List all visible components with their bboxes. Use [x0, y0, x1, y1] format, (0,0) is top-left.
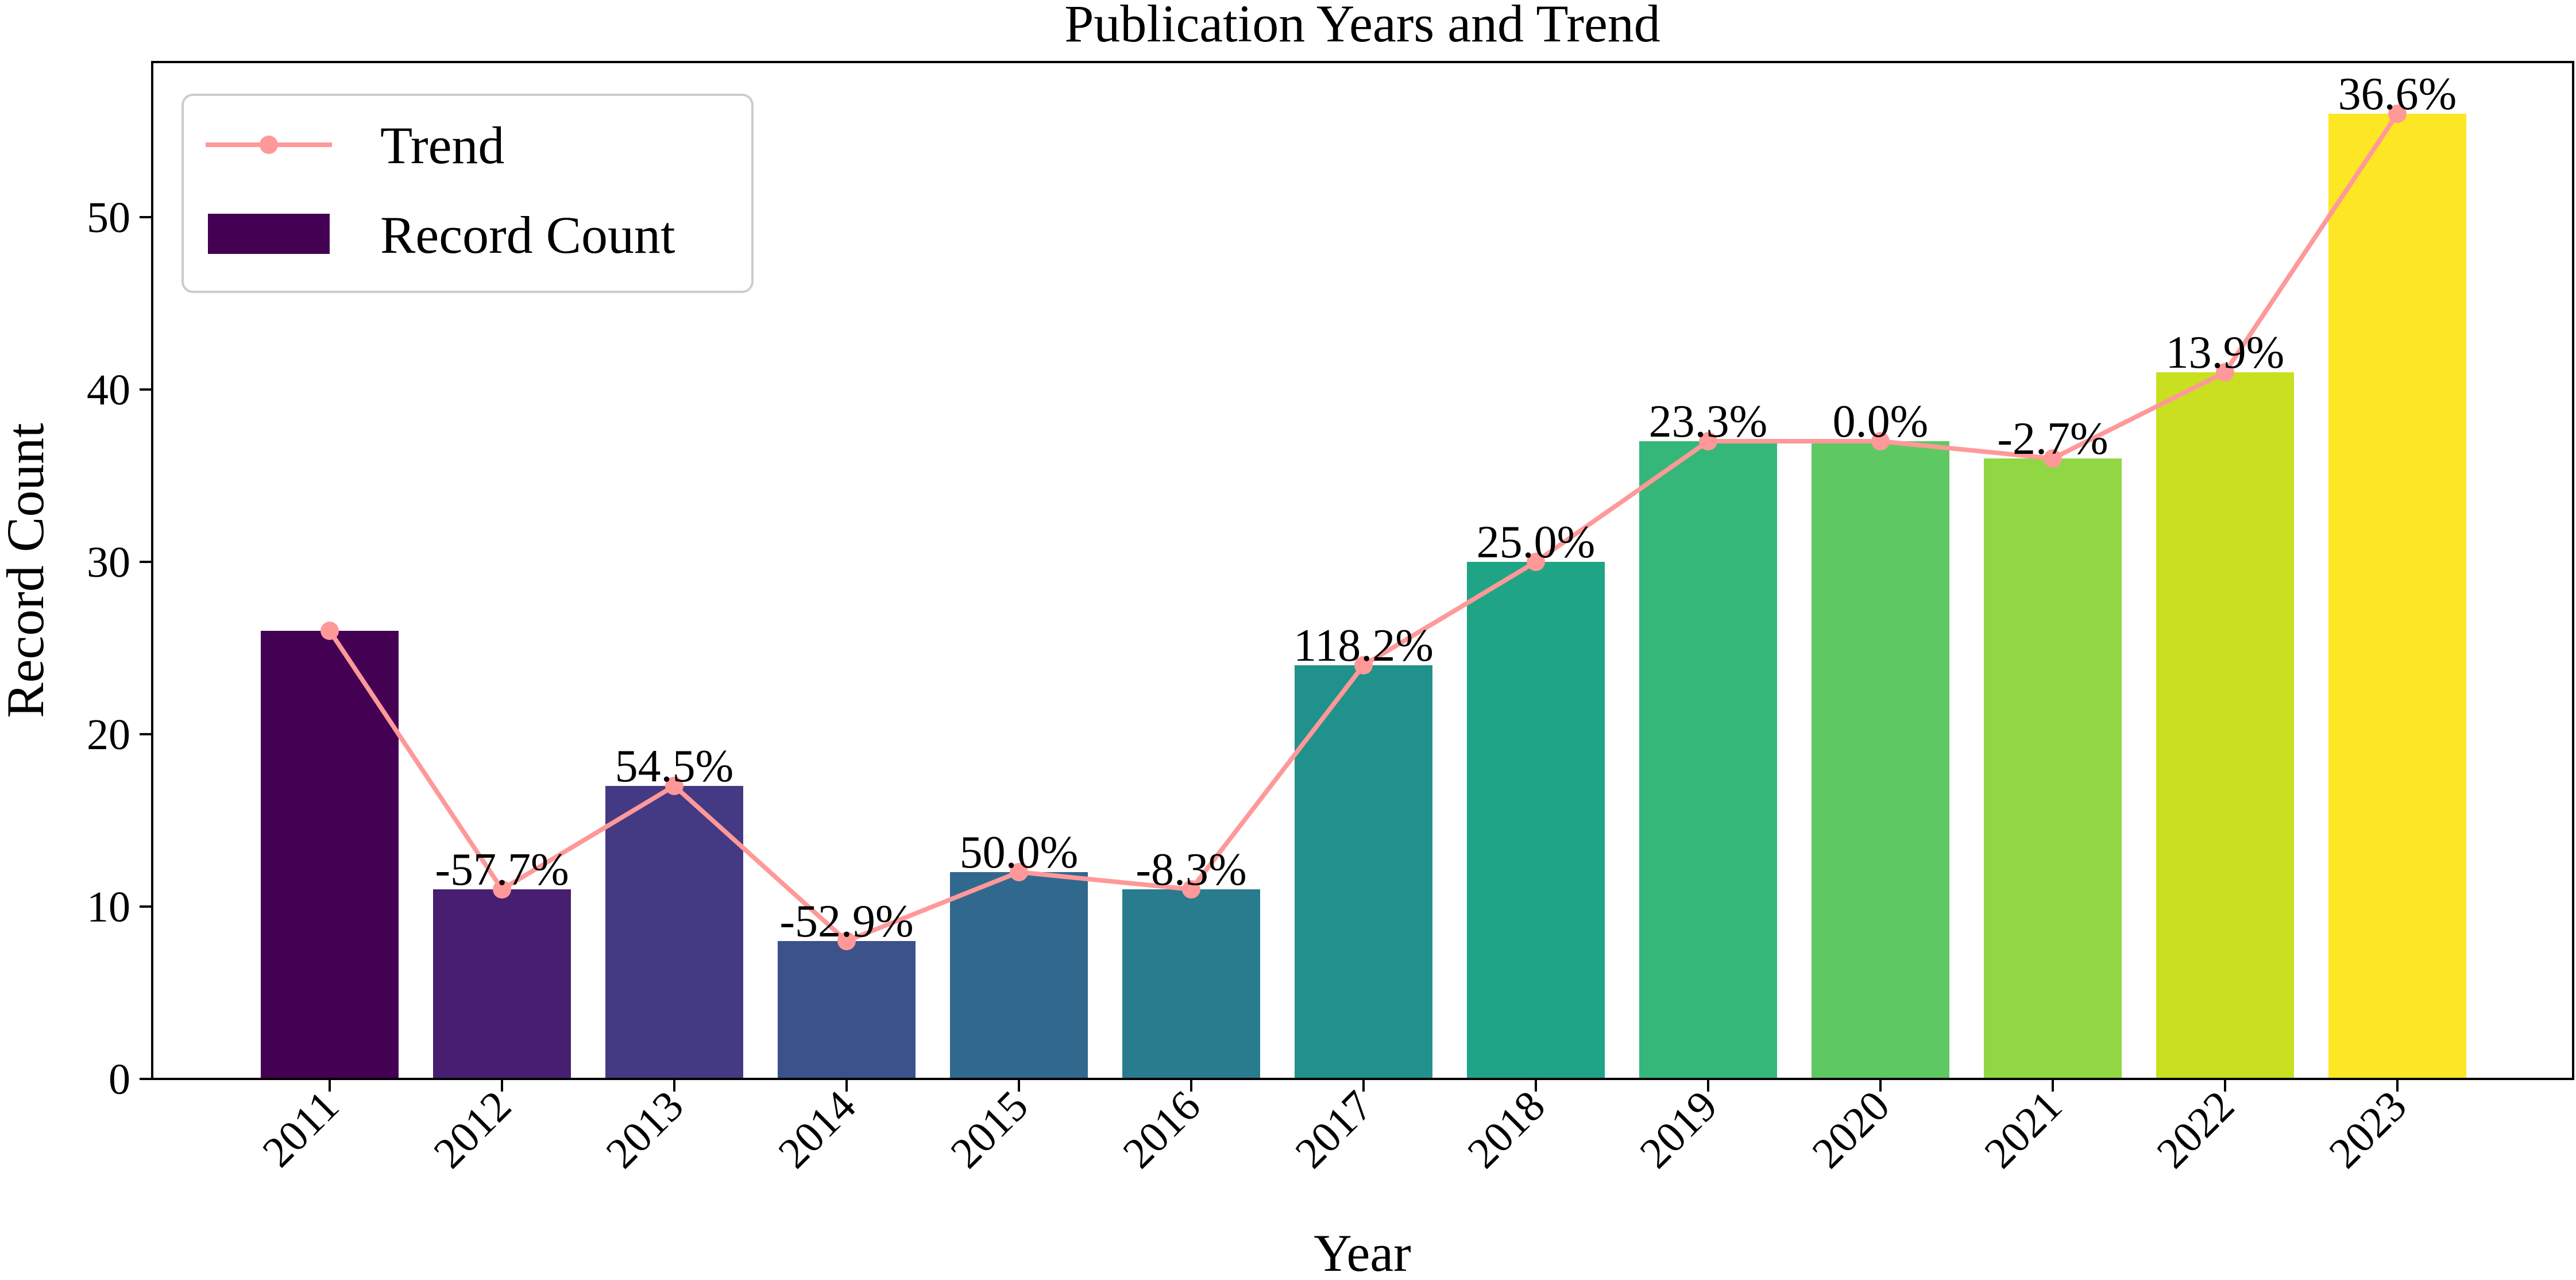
trend-line-layer: [320, 105, 2407, 950]
y-axis: 0 10 20 30 40 50: [87, 194, 152, 1104]
data-label-2014: -52.9%: [779, 896, 913, 947]
x-tick-label-2021: 2021: [1975, 1082, 2071, 1178]
legend-record-count-label: Record Count: [380, 206, 675, 264]
trend-point-2011: [320, 622, 339, 640]
trend-point-2013: [665, 777, 683, 795]
legend-trend-label: Trend: [380, 116, 504, 175]
legend-trend-marker: [260, 136, 278, 154]
legend-record-count-swatch: [208, 214, 330, 254]
bar-2013: [605, 786, 743, 1079]
y-tick-label-0: 0: [109, 1055, 130, 1104]
chart-title: Publication Years and Trend: [1064, 0, 1660, 53]
bar-2020: [1812, 441, 1949, 1079]
data-label-2021: -2.7%: [1997, 414, 2108, 464]
x-axis-label: Year: [1314, 1224, 1411, 1280]
bar-2014: [778, 941, 916, 1079]
bar-2016: [1122, 889, 1260, 1079]
bar-2018: [1467, 562, 1605, 1079]
data-label-2013: 54.5%: [615, 741, 734, 792]
x-tick-label-2015: 2015: [941, 1082, 1037, 1178]
bar-2022: [2156, 372, 2294, 1079]
trend-point-2015: [1010, 863, 1028, 881]
data-label-2016: -8.3%: [1136, 845, 1246, 895]
legend: Trend Record Count: [181, 94, 754, 293]
bar-2012: [433, 889, 571, 1079]
x-tick-label-2019: 2019: [1631, 1082, 1727, 1178]
trend-point-2021: [2044, 449, 2062, 468]
trend-point-2016: [1182, 880, 1200, 899]
trend-point-2022: [2216, 363, 2234, 381]
y-axis-label: Record Count: [0, 423, 55, 718]
x-axis: 2011 2012 2013 2014 2015 2016 2017 2018 2019 2020…: [253, 1079, 2416, 1178]
y-tick-label-50: 50: [87, 194, 130, 242]
y-tick-label-20: 20: [87, 711, 130, 759]
y-tick-label-40: 40: [87, 366, 130, 414]
trend-point-2023: [2388, 105, 2407, 123]
x-tick-label-2012: 2012: [424, 1082, 520, 1178]
bar-2017: [1295, 665, 1432, 1079]
trend-point-2019: [1699, 432, 1717, 450]
data-label-2020: 0.0%: [1833, 396, 1929, 447]
x-tick-label-2016: 2016: [1114, 1082, 1210, 1178]
data-label-2012: -57.7%: [435, 845, 569, 895]
x-tick-label-2022: 2022: [2148, 1082, 2243, 1178]
x-tick-label-2011: 2011: [253, 1082, 348, 1177]
data-label-2015: 50.0%: [960, 827, 1079, 878]
bar-2019: [1639, 441, 1777, 1079]
data-labels-layer: -57.7% 54.5% -52.9% 50.0% -8.3% 118.2% 25.0% 23…: [435, 69, 2457, 947]
x-tick-label-2023: 2023: [2320, 1082, 2416, 1178]
x-tick-label-2013: 2013: [597, 1082, 693, 1178]
bar-2015: [950, 872, 1088, 1079]
bar-2023: [2328, 114, 2466, 1079]
data-label-2018: 25.0%: [1477, 517, 1596, 568]
x-tick-label-2017: 2017: [1286, 1082, 1382, 1178]
trend-point-2020: [1871, 432, 1890, 450]
trend-point-2018: [1527, 553, 1545, 571]
x-tick-label-2020: 2020: [1803, 1082, 1899, 1178]
bar-2011: [261, 631, 399, 1079]
trend-point-2014: [837, 932, 856, 950]
data-label-2022: 13.9%: [2166, 327, 2285, 378]
trend-point-2017: [1354, 656, 1373, 674]
y-tick-label-30: 30: [87, 538, 130, 587]
data-label-2019: 23.3%: [1649, 396, 1768, 447]
bars-layer: [261, 114, 2466, 1079]
y-tick-label-10: 10: [87, 883, 130, 931]
data-label-2023: 36.6%: [2338, 69, 2457, 119]
data-label-2017: 118.2%: [1293, 620, 1434, 671]
x-tick-label-2018: 2018: [1458, 1082, 1554, 1178]
bar-2021: [1984, 458, 2122, 1079]
trend-point-2012: [493, 880, 511, 899]
x-tick-label-2014: 2014: [769, 1082, 865, 1178]
